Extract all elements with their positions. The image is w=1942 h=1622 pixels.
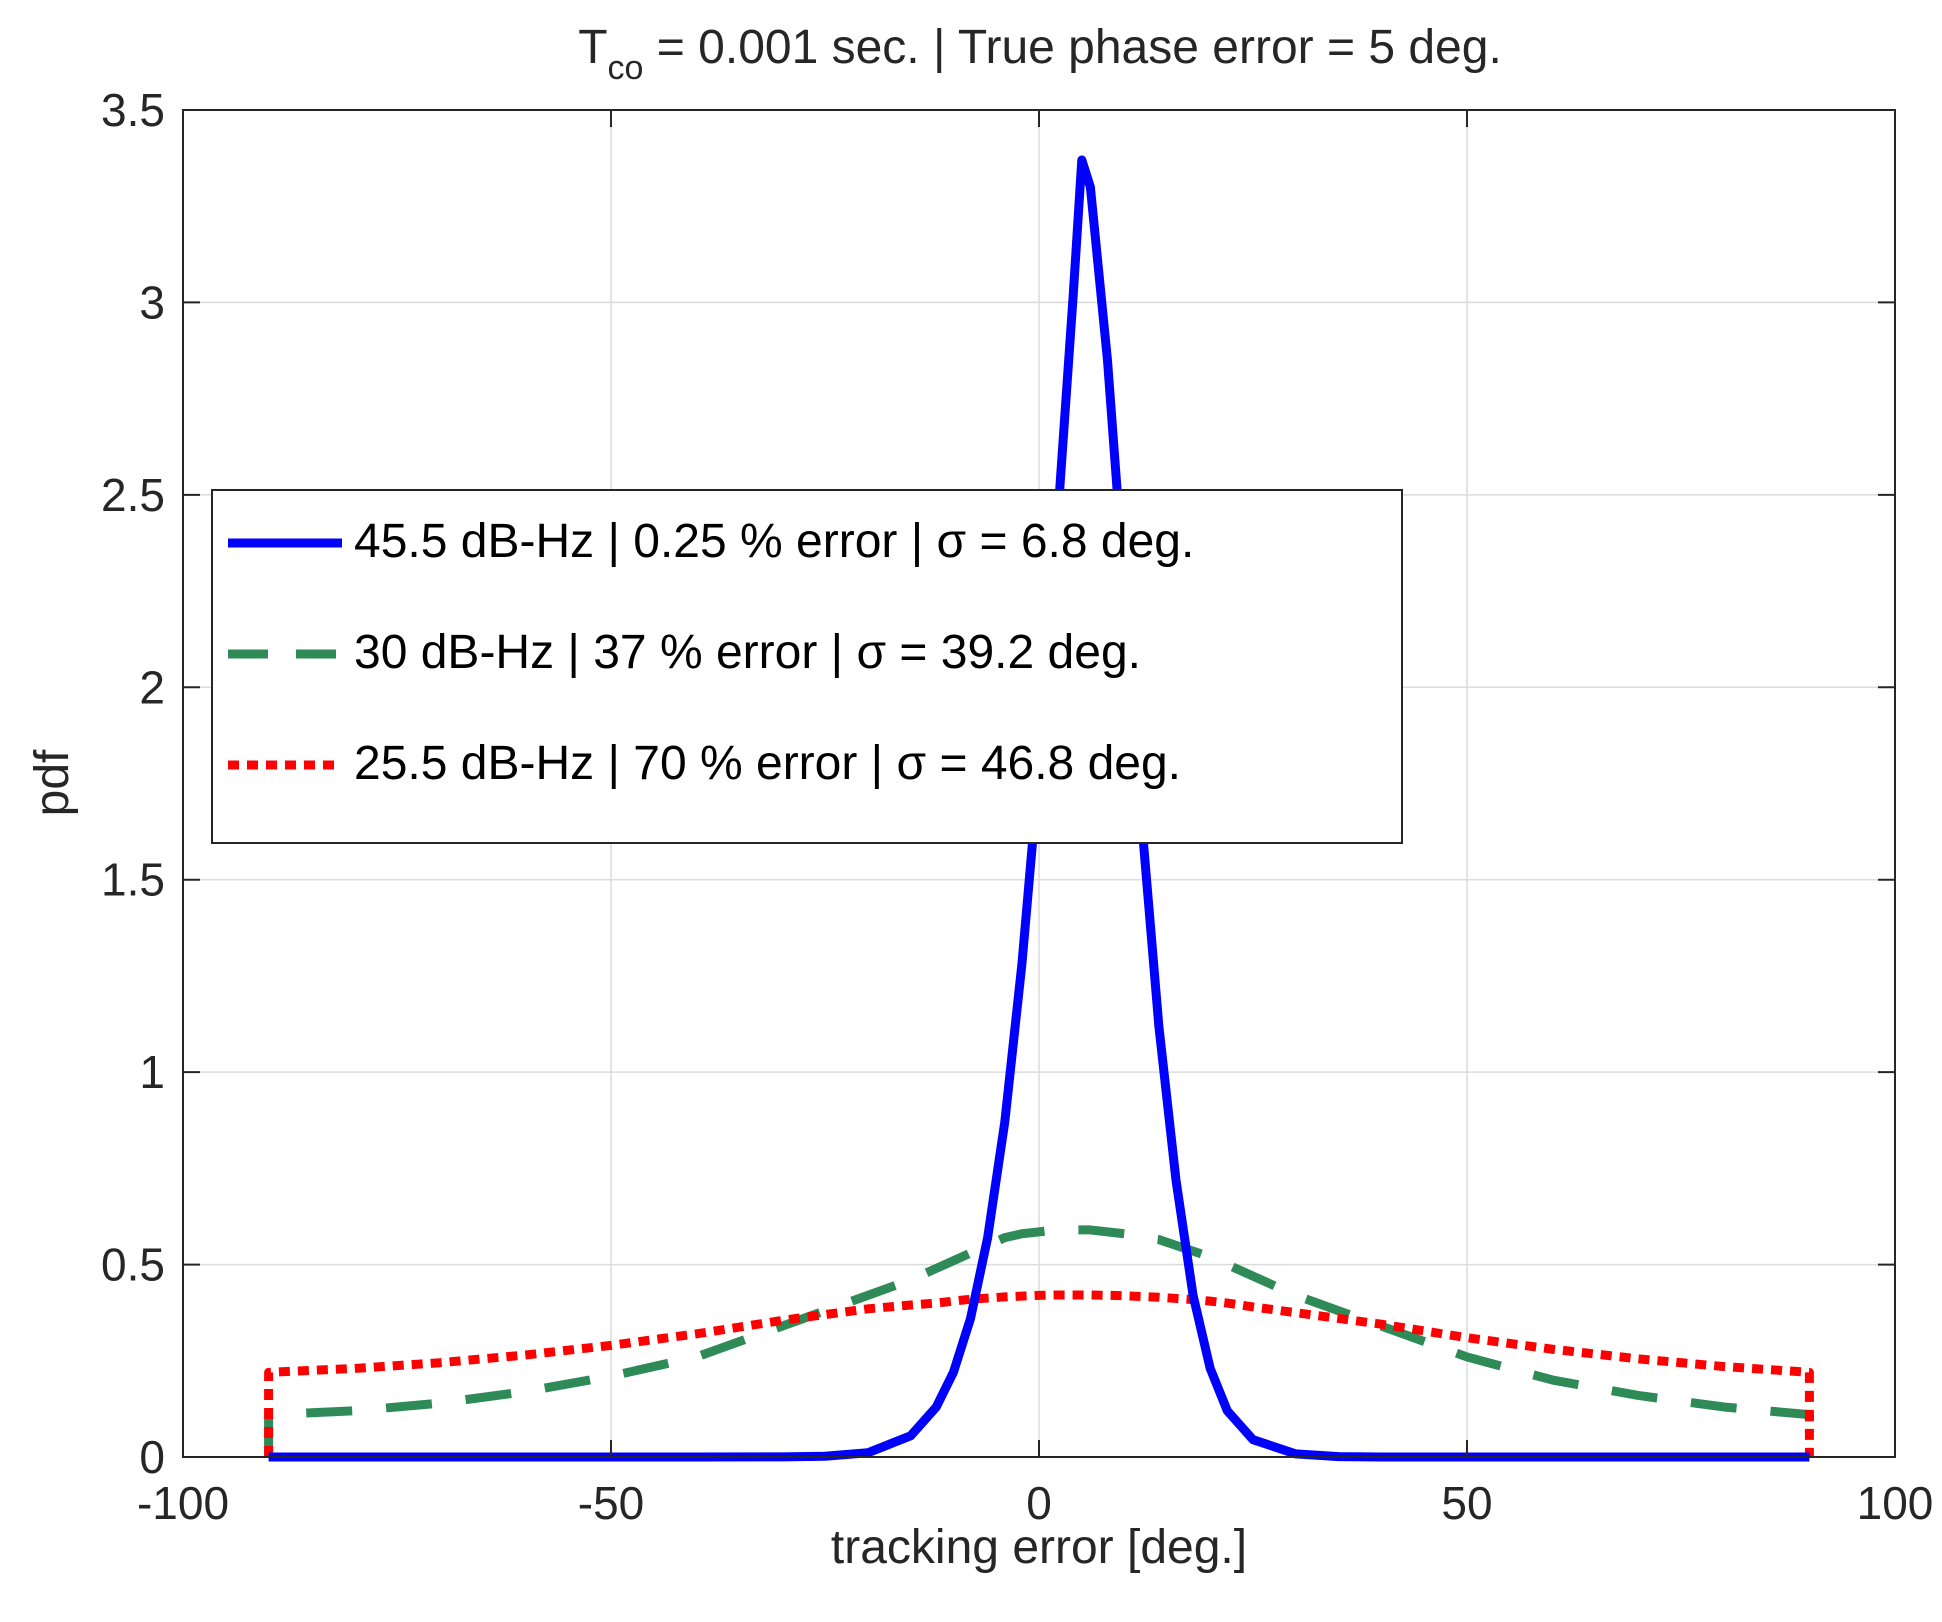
x-tick-label: -50	[578, 1477, 644, 1529]
ticks: -100 -50 0 50 100 0 0.5 1 1.5 2 2.5 3 3.5	[101, 84, 1933, 1529]
x-axis-label: tracking error [deg.]	[831, 1521, 1247, 1574]
y-tick-label: 2.5	[101, 469, 165, 521]
series-line-2	[264, 1290, 1814, 1457]
chart-title: Tco = 0.001 sec. | True phase error = 5 …	[578, 21, 1502, 87]
y-tick-label: 1	[139, 1046, 165, 1098]
title-suffix: = 0.001 sec. | True phase error = 5 deg.	[643, 21, 1501, 74]
x-tick-label: 50	[1441, 1477, 1492, 1529]
y-tick-label: 0	[139, 1431, 165, 1483]
title-subscript: co	[608, 49, 644, 87]
x-tick-label: 100	[1857, 1477, 1934, 1529]
legend-label-2: 25.5 dB-Hz | 70 % error | σ = 46.8 deg.	[354, 737, 1181, 790]
y-tick-label: 1.5	[101, 854, 165, 906]
y-tick-label: 3.5	[101, 84, 165, 136]
legend: 45.5 dB-Hz | 0.25 % error | σ = 6.8 deg.…	[211, 489, 1403, 844]
y-tick-label: 0.5	[101, 1239, 165, 1291]
x-tick-label: -100	[137, 1477, 229, 1529]
x-tick-label: 0	[1026, 1477, 1052, 1529]
legend-label-1: 30 dB-Hz | 37 % error | σ = 39.2 deg.	[354, 626, 1141, 679]
legend-box	[211, 489, 1403, 844]
y-tick-label: 3	[139, 276, 165, 328]
y-tick-label: 2	[139, 661, 165, 713]
y-axis-label: pdf	[26, 749, 79, 816]
series-line-1	[264, 1225, 1814, 1457]
legend-label-0: 45.5 dB-Hz | 0.25 % error | σ = 6.8 deg.	[354, 515, 1194, 568]
title-prefix: T	[578, 21, 607, 74]
